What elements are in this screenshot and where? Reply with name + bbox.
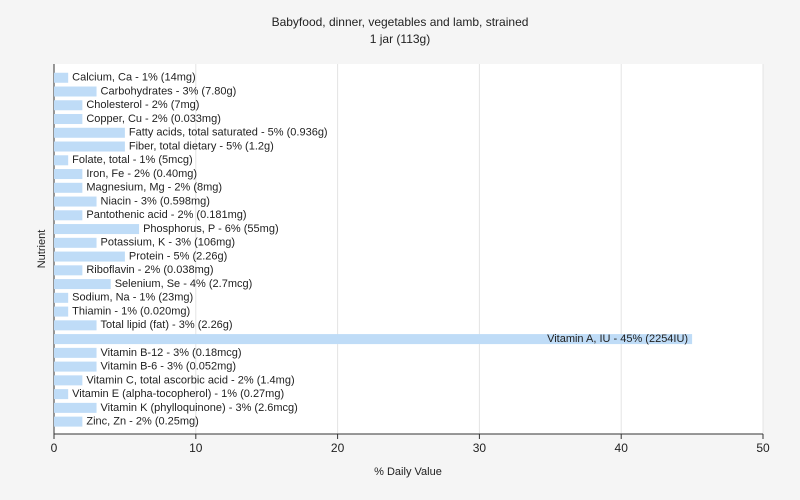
bar	[54, 279, 111, 290]
x-tick-label: 50	[756, 441, 770, 455]
bar	[54, 306, 69, 317]
bar-label: Vitamin K (phylloquinone) - 3% (2.6mcg)	[101, 402, 298, 414]
bar-label: Vitamin E (alpha-tocopherol) - 1% (0.27m…	[72, 388, 284, 400]
bar-label: Thiamin - 1% (0.020mg)	[72, 305, 190, 317]
bar	[54, 237, 97, 248]
bar-label: Phosphorus, P - 6% (55mg)	[143, 223, 279, 235]
bar-label: Riboflavin - 2% (0.038mg)	[86, 264, 213, 276]
bar-label: Protein - 5% (2.26g)	[129, 250, 227, 262]
bar-label: Iron, Fe - 2% (0.40mg)	[86, 168, 197, 180]
bar	[54, 347, 97, 358]
bar	[54, 182, 83, 193]
bar	[54, 402, 97, 413]
bar-label: Vitamin B-6 - 3% (0.052mg)	[101, 361, 237, 373]
bar	[54, 141, 125, 152]
bar-label: Vitamin A, IU - 45% (2254IU)	[547, 333, 688, 345]
bar-label: Copper, Cu - 2% (0.033mg)	[86, 113, 221, 125]
bar	[54, 224, 140, 235]
bar-label: Pantothenic acid - 2% (0.181mg)	[86, 209, 246, 221]
bar	[54, 114, 83, 125]
bar	[54, 265, 83, 276]
bar	[54, 155, 69, 166]
bar-label: Vitamin B-12 - 3% (0.18mcg)	[101, 347, 242, 359]
bar	[54, 86, 97, 97]
bar-label: Folate, total - 1% (5mcg)	[72, 154, 192, 166]
x-tick-label: 20	[331, 441, 345, 455]
bar	[54, 251, 125, 262]
bar	[54, 169, 83, 180]
chart-subtitle: 1 jar (113g)	[370, 32, 430, 46]
bar	[54, 100, 83, 111]
bar	[54, 334, 693, 345]
bar	[54, 375, 83, 386]
x-tick-label: 30	[473, 441, 487, 455]
bar-label: Cholesterol - 2% (7mg)	[86, 99, 199, 111]
bar-label: Calcium, Ca - 1% (14mg)	[72, 72, 195, 84]
bar-label: Fiber, total dietary - 5% (1.2g)	[129, 140, 274, 152]
bar	[54, 361, 97, 372]
plot-area	[54, 64, 763, 434]
bar-label: Vitamin C, total ascorbic acid - 2% (1.4…	[86, 374, 294, 386]
bar	[54, 320, 97, 331]
x-tick-label: 40	[615, 441, 629, 455]
bar	[54, 210, 83, 221]
bar-label: Zinc, Zn - 2% (0.25mg)	[86, 416, 198, 428]
x-tick-label: 0	[51, 441, 58, 455]
x-tick-label: 10	[189, 441, 203, 455]
bar	[54, 127, 125, 138]
bar	[54, 196, 97, 207]
bar-label: Selenium, Se - 4% (2.7mcg)	[115, 278, 253, 290]
x-axis-label: % Daily Value	[374, 466, 442, 478]
bar-label: Fatty acids, total saturated - 5% (0.936…	[129, 127, 328, 139]
bar	[54, 72, 69, 83]
bar	[54, 416, 83, 427]
bar-label: Sodium, Na - 1% (23mg)	[72, 292, 193, 304]
y-axis-label: Nutrient	[36, 230, 48, 269]
bar	[54, 292, 69, 303]
bar-label: Total lipid (fat) - 3% (2.26g)	[101, 319, 233, 331]
bar-label: Carbohydrates - 3% (7.80g)	[101, 85, 237, 97]
bar	[54, 389, 69, 400]
chart-title: Babyfood, dinner, vegetables and lamb, s…	[272, 15, 529, 29]
bar-label: Magnesium, Mg - 2% (8mg)	[86, 182, 222, 194]
bar-label: Niacin - 3% (0.598mg)	[101, 195, 210, 207]
bar-label: Potassium, K - 3% (106mg)	[101, 237, 236, 249]
